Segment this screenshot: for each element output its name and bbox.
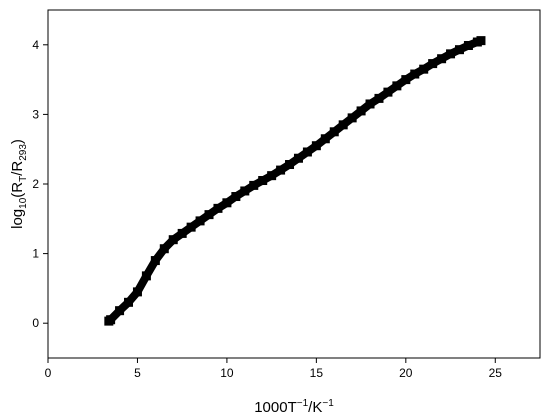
data-point bbox=[222, 198, 232, 208]
label-part: 1000T bbox=[254, 399, 297, 416]
data-point bbox=[410, 69, 420, 79]
data-point bbox=[150, 256, 160, 266]
data-point bbox=[374, 93, 384, 103]
data-point bbox=[258, 176, 268, 186]
data-point bbox=[302, 147, 312, 157]
data-point bbox=[383, 87, 393, 97]
data-point bbox=[365, 99, 375, 109]
y-tick-label: 3 bbox=[32, 107, 39, 121]
data-point bbox=[132, 287, 142, 297]
data-point bbox=[338, 120, 348, 130]
x-tick-label: 0 bbox=[45, 366, 52, 380]
data-point bbox=[115, 306, 125, 316]
data-point bbox=[329, 127, 339, 137]
x-tick-label: 20 bbox=[399, 366, 413, 380]
y-tick-label: 2 bbox=[32, 177, 39, 191]
data-point bbox=[276, 165, 286, 175]
x-axis-label: 1000T−1/K−1 bbox=[254, 398, 334, 416]
x-tick-label: 15 bbox=[310, 366, 324, 380]
data-line bbox=[106, 36, 483, 325]
label-part: ) bbox=[9, 139, 26, 144]
data-point bbox=[231, 192, 241, 202]
label-part: T bbox=[18, 176, 29, 182]
data-point bbox=[293, 153, 303, 163]
data-point bbox=[204, 210, 214, 220]
data-point bbox=[401, 75, 411, 85]
y-tick-label: 1 bbox=[32, 247, 39, 261]
data-point bbox=[392, 81, 402, 91]
data-point bbox=[476, 36, 486, 46]
label-part: −1 bbox=[322, 398, 334, 409]
x-tick-label: 10 bbox=[220, 366, 234, 380]
data-point bbox=[356, 106, 366, 116]
data-point bbox=[267, 171, 277, 181]
y-tick-label: 4 bbox=[32, 38, 39, 52]
data-point bbox=[159, 244, 169, 254]
data-point bbox=[177, 228, 187, 238]
label-part: −1 bbox=[297, 398, 309, 409]
data-point bbox=[419, 64, 429, 74]
data-point bbox=[240, 186, 250, 196]
data-point bbox=[437, 54, 447, 64]
data-point bbox=[311, 141, 321, 151]
data-point bbox=[320, 134, 330, 144]
y-tick-label: 0 bbox=[32, 316, 39, 330]
data-point bbox=[285, 160, 295, 170]
data-point bbox=[454, 45, 464, 55]
data-point bbox=[249, 180, 259, 190]
data-point bbox=[141, 271, 151, 281]
x-tick-label: 25 bbox=[489, 366, 503, 380]
data-point bbox=[446, 49, 456, 59]
data-point bbox=[186, 222, 196, 232]
label-part: (R bbox=[9, 182, 26, 198]
x-tick-label: 5 bbox=[134, 366, 141, 380]
data-point bbox=[213, 203, 223, 213]
data-point bbox=[428, 59, 438, 69]
label-part: /R bbox=[9, 161, 26, 176]
data-point bbox=[106, 315, 116, 325]
data-point bbox=[195, 216, 205, 226]
label-part: 293 bbox=[18, 144, 29, 161]
label-part: log bbox=[9, 209, 26, 229]
y-axis-label: log10(RT/R293) bbox=[9, 139, 29, 229]
label-part: 10 bbox=[18, 197, 29, 209]
data-point bbox=[124, 297, 134, 307]
data-point bbox=[168, 235, 178, 245]
data-point bbox=[347, 113, 357, 123]
data-point bbox=[463, 40, 473, 50]
label-part: /K bbox=[308, 399, 322, 416]
